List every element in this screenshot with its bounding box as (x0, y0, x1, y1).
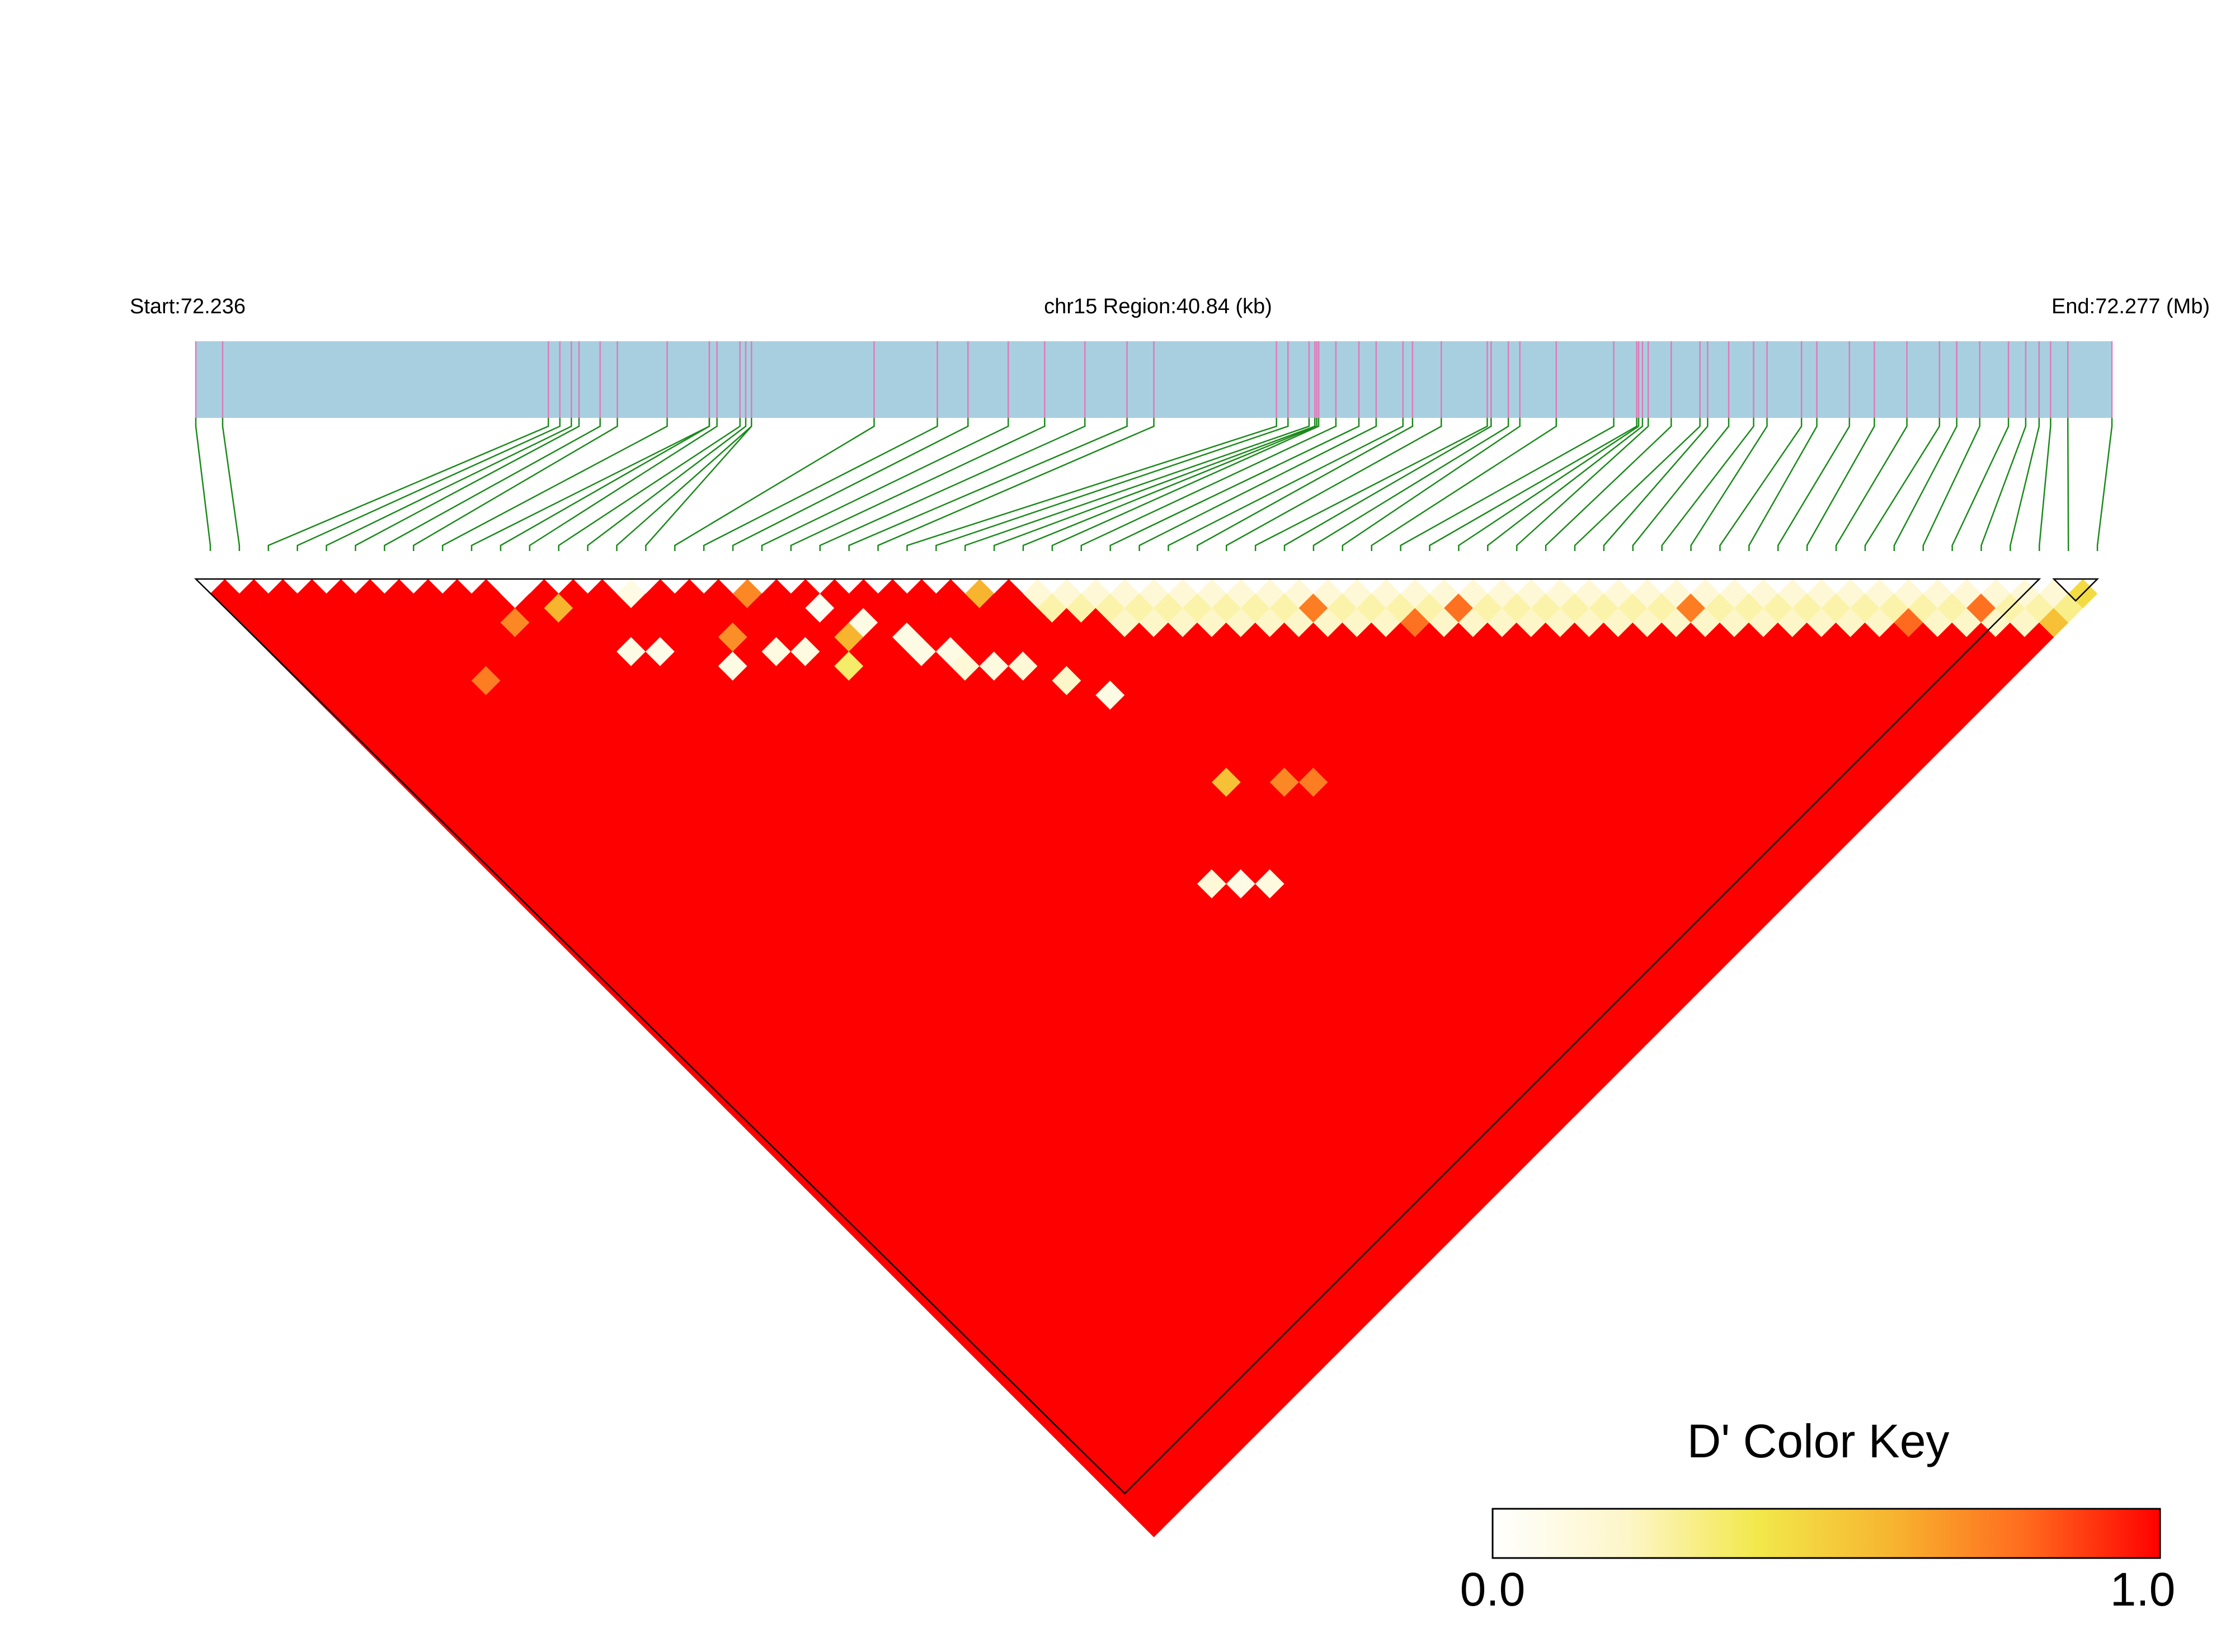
ld-heatmap (196, 564, 2112, 1537)
ld-block-outline (2052, 578, 2100, 602)
snp-connector (1400, 418, 1615, 551)
snp-connector (964, 418, 1310, 551)
snp-connector (1080, 418, 1337, 551)
snp-connector (993, 418, 1316, 551)
color-key-max-label: 1.0 (2110, 1563, 2176, 1616)
snp-connector (1777, 418, 1851, 551)
color-key: D' Color Key 0.0 1.0 (1460, 1415, 2176, 1616)
snp-connector (1312, 418, 1509, 551)
snp-connector (790, 418, 1046, 551)
snp-connector (1980, 418, 2027, 551)
snp-connector (1632, 418, 1730, 551)
snp-connector (1138, 418, 1377, 551)
snp-connector (1893, 418, 1958, 551)
snp-connector (1109, 418, 1360, 551)
snp-connector (1864, 418, 1940, 551)
region-title: chr15 Region:40.84 (kb) (1044, 295, 1272, 318)
snp-connector (1225, 418, 1442, 551)
snp-connector (1835, 418, 1908, 551)
snp-connector (645, 418, 752, 551)
snp-connector (1429, 418, 1638, 551)
snp-connector (1283, 418, 1492, 551)
snp-connector (222, 418, 241, 551)
snp-connector (326, 418, 572, 551)
snp-connector (1951, 418, 2010, 551)
snp-connector (355, 418, 580, 551)
snp-connector-lines (195, 418, 2113, 551)
region-end-label: End:72.277 (Mb) (2052, 295, 2210, 318)
snp-connector (558, 418, 741, 551)
snp-connector (1022, 418, 1318, 551)
snp-connector (297, 418, 561, 551)
color-key-gradient-bar (1491, 1508, 2161, 1559)
snp-connector (1806, 418, 1875, 551)
snp-connector (819, 418, 1086, 551)
snp-connector (1342, 418, 1521, 551)
snp-connector (1458, 418, 1640, 551)
snp-connector (587, 418, 747, 551)
color-key-min-label: 0.0 (1460, 1563, 1526, 1616)
snp-connector (877, 418, 1155, 551)
snp-connector (1168, 418, 1404, 551)
snp-connector (1574, 418, 1701, 551)
snp-connector (848, 418, 1128, 551)
snp-connector (906, 418, 1277, 551)
snp-connector (732, 418, 969, 551)
snp-connector (384, 418, 601, 551)
snp-connector (1051, 418, 1320, 551)
snp-connector (1545, 418, 1672, 551)
region-start-label: Start:72.236 (130, 295, 246, 318)
snp-connector (2096, 418, 2113, 551)
snp-connector (1487, 418, 1644, 551)
snp-connector (703, 418, 938, 551)
snp-connector (470, 418, 711, 551)
snp-connector (1661, 418, 1754, 551)
snp-connector (674, 418, 875, 551)
snp-connector (267, 418, 549, 551)
snp-connector (2039, 418, 2052, 551)
snp-connector (1603, 418, 1709, 551)
heatmap-outline (194, 578, 2100, 1495)
snp-connector (1719, 418, 1803, 551)
snp-connector (1197, 418, 1414, 551)
snp-connector (1516, 418, 1649, 551)
snp-tick-group (195, 341, 2113, 418)
snp-connector (761, 418, 1009, 551)
snp-connector (195, 418, 211, 551)
color-key-title: D' Color Key (1687, 1415, 1950, 1467)
snp-connector (2010, 418, 2040, 551)
snp-connector (1371, 418, 1557, 551)
snp-connector (500, 418, 711, 551)
snp-connector (1690, 418, 1768, 551)
ld-block-outline (194, 578, 2041, 1495)
snp-connector (1922, 418, 1980, 551)
snp-connector (1254, 418, 1488, 551)
snp-connector (1748, 418, 1818, 551)
snp-connector (529, 418, 718, 551)
snp-connector (935, 418, 1289, 551)
snp-connector (441, 418, 668, 551)
snp-connector (412, 418, 618, 551)
